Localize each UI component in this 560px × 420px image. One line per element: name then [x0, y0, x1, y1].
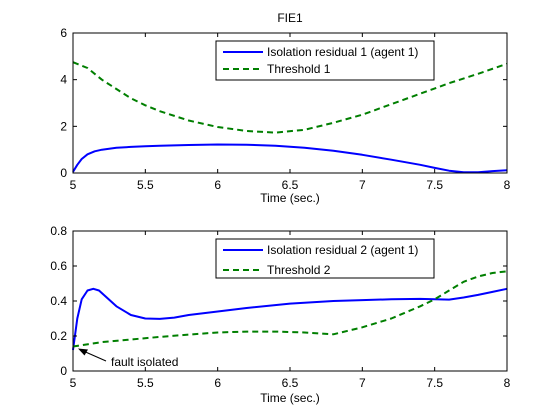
- plot-bottom: 5 5.5 6 6.5 7 7.5 8 0 0.2 0.4 0.6 0.8 Time (sec.) I…: [50, 224, 510, 405]
- plot-top-xtick-label: 5.5: [137, 178, 154, 192]
- plot-bottom-series-group: [72, 270, 508, 351]
- plot-bottom-ytick-label: 0: [60, 364, 67, 378]
- plot-top: FIE1 5 5.5 6 6.5 7 7.5 8 0 2 4 6 Time (sec.) Isola…: [60, 11, 510, 205]
- plot-bottom-series-line-threshold: [72, 270, 508, 348]
- plot-top-title: FIE1: [277, 11, 303, 25]
- plot-top-ytick-label: 4: [60, 73, 67, 87]
- fault-isolated-annotation: fault isolated: [78, 348, 178, 369]
- plot-top-ytick-label: 0: [60, 166, 67, 180]
- plot-bottom-ytick-label: 0.8: [50, 224, 67, 238]
- plot-top-ticks: 5 5.5 6 6.5 7 7.5 8 0 2 4 6: [60, 26, 510, 192]
- plot-top-legend-label-threshold: Threshold 1: [267, 62, 331, 76]
- plot-top-series-group: [72, 61, 508, 174]
- plot-top-xtick-label: 6.5: [282, 178, 299, 192]
- plot-bottom-legend-label-threshold: Threshold 2: [267, 263, 331, 277]
- plot-top-legend-box: [215, 40, 435, 81]
- plot-bottom-xtick-label: 6.5: [282, 376, 299, 390]
- plot-top-xtick-label: 7.5: [426, 178, 443, 192]
- plot-bottom-xtick-label: 7: [359, 376, 366, 390]
- plot-top-xlabel: Time (sec.): [260, 191, 320, 205]
- plot-bottom-xtick-label: 5.5: [137, 376, 154, 390]
- plot-top-legend-label-residual: Isolation residual 1 (agent 1): [267, 45, 418, 59]
- plot-bottom-xtick-label: 7.5: [426, 376, 443, 390]
- plot-bottom-series-line-residual: [72, 287, 508, 351]
- plot-bottom-ticks: 5 5.5 6 6.5 7 7.5 8 0 0.2 0.4 0.6 0.8: [50, 224, 510, 390]
- plot-bottom-xlabel: Time (sec.): [260, 391, 320, 405]
- plot-bottom-xtick-label: 5: [70, 376, 77, 390]
- plot-top-ytick-label: 6: [60, 26, 67, 40]
- plot-top-xtick-label: 8: [504, 178, 511, 192]
- plot-bottom-legend-box: [215, 238, 435, 279]
- plot-bottom-legend: Isolation residual 2 (agent 1) Threshold…: [215, 238, 435, 279]
- plot-top-xtick-label: 6: [214, 178, 221, 192]
- plot-bottom-legend-label-residual: Isolation residual 2 (agent 1): [267, 243, 418, 257]
- annotation-arrow-head-icon: [78, 348, 88, 356]
- plot-top-legend: Isolation residual 1 (agent 1) Threshold…: [215, 40, 435, 81]
- plot-top-series-line-residual: [72, 143, 508, 174]
- plot-top-xtick-label: 5: [70, 178, 77, 192]
- plot-top-xtick-label: 7: [359, 178, 366, 192]
- annotation-label: fault isolated: [111, 355, 178, 369]
- plot-top-series-line-threshold: [72, 61, 508, 134]
- plot-bottom-ytick-label: 0.6: [50, 259, 67, 273]
- plot-bottom-xtick-label: 6: [214, 376, 221, 390]
- plot-top-ytick-label: 2: [60, 119, 67, 133]
- plot-bottom-xtick-label: 8: [504, 376, 511, 390]
- plot-bottom-ytick-label: 0.2: [50, 329, 67, 343]
- plot-bottom-ytick-label: 0.4: [50, 294, 67, 308]
